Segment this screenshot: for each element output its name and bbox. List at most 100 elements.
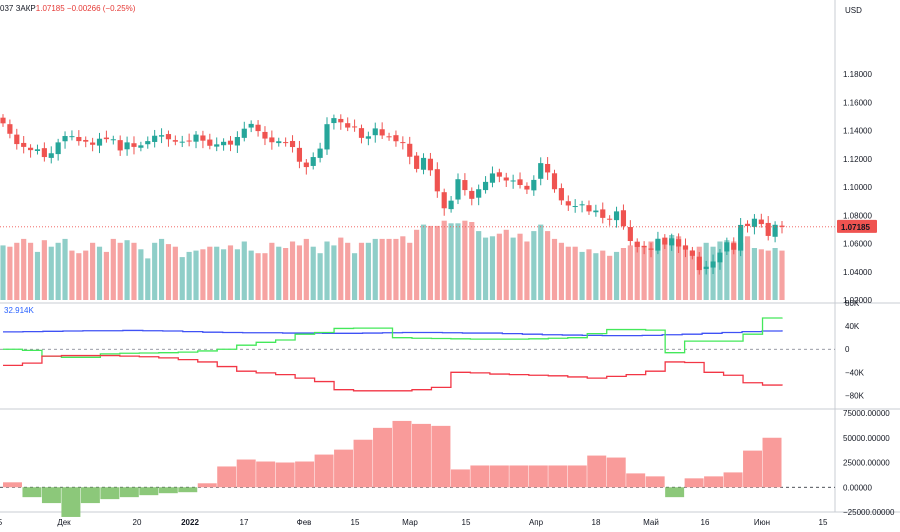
volume-bar xyxy=(358,242,365,300)
candle-body xyxy=(689,250,695,256)
candle-body xyxy=(517,179,523,185)
volume-bar xyxy=(420,224,427,300)
volume-bar xyxy=(172,246,178,300)
candle-body xyxy=(538,163,544,179)
time-tick-label: Фев xyxy=(297,518,312,527)
candle-body xyxy=(41,148,47,158)
candles xyxy=(0,114,785,275)
histogram-bar xyxy=(684,478,704,488)
candle-body xyxy=(34,149,41,151)
volume-bar xyxy=(524,241,530,300)
volume-bar xyxy=(303,238,309,300)
histogram-bar xyxy=(373,427,392,488)
candle-body xyxy=(545,163,551,173)
candle-body xyxy=(724,242,730,252)
candle-body xyxy=(448,200,454,210)
candle-body xyxy=(289,140,296,148)
volume-bar xyxy=(462,220,468,300)
candle-body xyxy=(386,136,392,138)
header-prefix: 037 xyxy=(0,4,14,13)
volume-bar xyxy=(779,250,785,300)
volume-bar xyxy=(510,237,516,300)
histogram-bar xyxy=(587,455,607,488)
candle-body xyxy=(524,185,530,190)
candle-body xyxy=(76,137,82,142)
volume-bar xyxy=(482,237,489,300)
candle-body xyxy=(172,140,178,142)
volume-bar xyxy=(96,246,103,300)
candle-body xyxy=(731,243,737,250)
candle-body xyxy=(255,124,261,132)
candle-body xyxy=(90,142,96,145)
volume-bar xyxy=(751,248,758,300)
candle-body xyxy=(379,129,385,136)
candle-body xyxy=(427,158,434,171)
candle-body xyxy=(103,137,109,140)
volume-bar xyxy=(186,251,192,300)
histogram-bar xyxy=(100,487,120,500)
hist-tick-label: −25000.00000 xyxy=(843,508,895,517)
histogram-bar xyxy=(119,487,139,498)
volume-bar xyxy=(345,242,351,300)
candle-body xyxy=(27,147,34,151)
volume-bar xyxy=(662,240,668,300)
time-tick-label: 17 xyxy=(240,518,249,527)
candle-body xyxy=(165,134,172,140)
histogram-bar xyxy=(236,459,256,488)
candle-body xyxy=(441,192,447,209)
candle-body xyxy=(765,222,771,236)
candle-body xyxy=(117,140,123,151)
candle-body xyxy=(193,134,199,142)
histogram-bar xyxy=(548,465,568,488)
histogram-bar xyxy=(61,487,81,517)
volume-bar xyxy=(613,251,620,300)
close-value: 1.07185 xyxy=(35,4,65,13)
histogram-bar xyxy=(139,487,159,496)
volume-bar xyxy=(393,238,399,300)
candle-body xyxy=(283,142,289,144)
candle-body xyxy=(179,141,185,143)
candle-body xyxy=(593,210,599,213)
volume-bar xyxy=(538,224,544,300)
candle-body xyxy=(489,173,496,183)
volume-bar xyxy=(441,220,447,300)
candle-body xyxy=(227,140,234,145)
candle-body xyxy=(372,128,378,136)
candle-body xyxy=(131,143,137,147)
change-value: −0.00266 (−0.25%) xyxy=(66,4,136,13)
candle-body xyxy=(345,123,351,128)
histogram-bar xyxy=(411,423,431,488)
volume-bar xyxy=(676,236,682,300)
candle-body xyxy=(96,138,103,146)
histogram-bar xyxy=(3,482,22,488)
volume-bar xyxy=(207,246,213,300)
candle-body xyxy=(21,142,27,147)
volume-bar xyxy=(407,242,413,300)
candle-body xyxy=(579,204,585,206)
candle-body xyxy=(620,210,627,227)
histogram-bar xyxy=(723,472,743,488)
volume-bar xyxy=(641,248,647,300)
candle-body xyxy=(531,179,537,191)
volume-bar xyxy=(379,238,385,300)
candle-body xyxy=(462,180,468,191)
candle-body xyxy=(83,139,89,142)
candle-body xyxy=(648,248,654,250)
candle-body xyxy=(572,206,578,208)
candle-body xyxy=(669,238,675,246)
volume-bar xyxy=(255,253,261,300)
volume-bar xyxy=(455,223,461,300)
candle-body xyxy=(634,241,640,247)
volume-bar xyxy=(34,251,41,300)
volume-bar xyxy=(565,246,571,300)
candle-body xyxy=(269,137,275,143)
hist-tick-label: 0.00000 xyxy=(843,483,872,492)
candle-body xyxy=(234,137,240,146)
price-tick-label: 1.06000 xyxy=(843,240,872,249)
candle-body xyxy=(331,118,337,124)
volume-bar xyxy=(469,222,475,300)
volume-bar xyxy=(331,245,337,300)
volume-bar xyxy=(269,242,275,300)
time-tick-label: Дек xyxy=(57,518,71,527)
